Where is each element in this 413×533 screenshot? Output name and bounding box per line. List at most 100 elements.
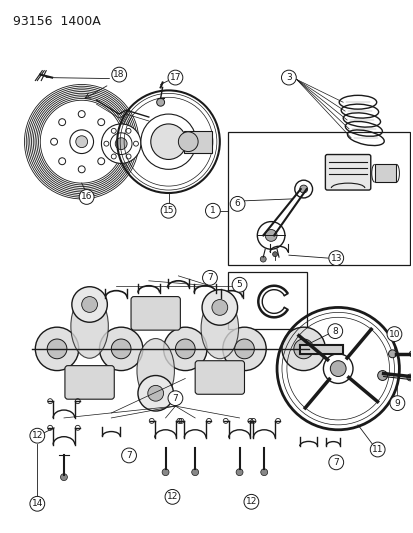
Circle shape — [168, 70, 183, 85]
Circle shape — [175, 339, 195, 359]
Circle shape — [222, 327, 266, 370]
Circle shape — [163, 327, 206, 370]
Circle shape — [97, 119, 104, 126]
Circle shape — [161, 204, 176, 218]
Circle shape — [30, 429, 45, 443]
Circle shape — [111, 154, 116, 159]
Circle shape — [293, 339, 313, 359]
Text: 12: 12 — [245, 497, 256, 506]
Circle shape — [232, 277, 247, 292]
Circle shape — [133, 141, 138, 146]
Circle shape — [260, 469, 267, 475]
Circle shape — [272, 252, 277, 256]
Circle shape — [150, 124, 186, 159]
Circle shape — [70, 130, 93, 154]
Text: 7: 7 — [206, 273, 212, 282]
Circle shape — [235, 469, 242, 475]
Text: 12: 12 — [31, 431, 43, 440]
Text: 3: 3 — [285, 73, 291, 82]
Circle shape — [386, 327, 401, 342]
Circle shape — [202, 289, 237, 325]
Text: 7: 7 — [172, 394, 178, 403]
Text: 14: 14 — [31, 499, 43, 508]
Circle shape — [112, 67, 126, 82]
Circle shape — [121, 448, 136, 463]
Circle shape — [265, 230, 276, 241]
Circle shape — [299, 185, 307, 193]
Text: 9: 9 — [394, 399, 399, 408]
Ellipse shape — [137, 338, 174, 402]
Circle shape — [234, 339, 254, 359]
Circle shape — [230, 197, 244, 211]
Circle shape — [328, 455, 343, 470]
Circle shape — [211, 300, 227, 316]
Circle shape — [50, 138, 57, 145]
Circle shape — [165, 489, 179, 504]
Text: 15: 15 — [162, 206, 174, 215]
Text: 12: 12 — [166, 492, 178, 502]
FancyBboxPatch shape — [65, 366, 114, 399]
Circle shape — [178, 132, 198, 151]
Circle shape — [115, 138, 127, 150]
Circle shape — [294, 180, 312, 198]
Circle shape — [30, 496, 45, 511]
Circle shape — [138, 376, 173, 411]
Text: 10: 10 — [388, 329, 399, 338]
Circle shape — [110, 133, 132, 155]
Text: 13: 13 — [330, 254, 341, 263]
Circle shape — [205, 204, 220, 218]
Circle shape — [35, 327, 78, 370]
Bar — [184, 131, 211, 152]
Circle shape — [330, 361, 345, 376]
Circle shape — [387, 350, 396, 358]
Circle shape — [111, 339, 131, 359]
Text: 16: 16 — [81, 192, 92, 201]
Circle shape — [327, 324, 342, 338]
Circle shape — [79, 190, 94, 204]
Circle shape — [168, 391, 183, 406]
Circle shape — [126, 154, 131, 159]
Circle shape — [328, 251, 343, 265]
Text: 7: 7 — [332, 458, 338, 467]
Circle shape — [111, 128, 116, 133]
Ellipse shape — [71, 294, 108, 358]
Text: 7: 7 — [126, 451, 132, 460]
Ellipse shape — [201, 297, 238, 359]
Circle shape — [106, 138, 112, 145]
FancyBboxPatch shape — [131, 296, 180, 330]
Circle shape — [104, 141, 109, 146]
FancyBboxPatch shape — [195, 361, 244, 394]
Circle shape — [323, 354, 352, 383]
Circle shape — [406, 374, 413, 381]
Text: 18: 18 — [113, 70, 125, 79]
Circle shape — [243, 495, 258, 509]
Circle shape — [147, 385, 163, 401]
Circle shape — [101, 124, 140, 164]
Circle shape — [97, 158, 104, 165]
Circle shape — [126, 128, 131, 133]
Circle shape — [202, 270, 217, 285]
Circle shape — [78, 166, 85, 173]
Text: 6: 6 — [234, 199, 240, 208]
Bar — [227, 132, 409, 265]
Circle shape — [369, 442, 384, 457]
Circle shape — [78, 111, 85, 117]
Circle shape — [156, 98, 164, 106]
Text: 8: 8 — [332, 327, 337, 336]
Circle shape — [47, 339, 67, 359]
Circle shape — [60, 474, 67, 481]
Text: 93156  1400A: 93156 1400A — [13, 15, 100, 28]
Circle shape — [281, 70, 296, 85]
Circle shape — [162, 469, 169, 475]
FancyBboxPatch shape — [325, 155, 370, 190]
Circle shape — [76, 136, 88, 148]
Circle shape — [99, 327, 142, 370]
Circle shape — [257, 222, 284, 249]
Text: 1: 1 — [209, 206, 215, 215]
Circle shape — [140, 114, 196, 169]
Circle shape — [72, 287, 107, 322]
Bar — [227, 272, 306, 329]
Circle shape — [191, 469, 198, 475]
Circle shape — [59, 158, 66, 165]
Circle shape — [59, 119, 66, 126]
